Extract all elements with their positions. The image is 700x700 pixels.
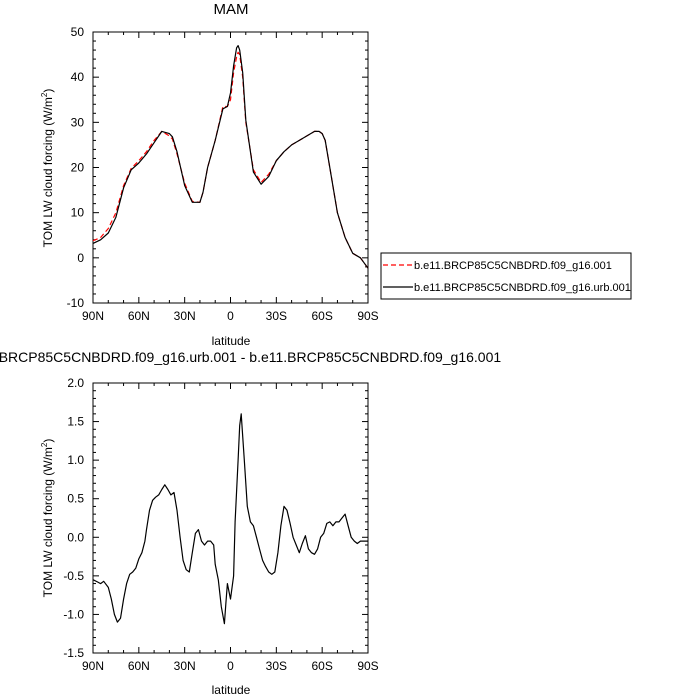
legend: b.e11.BRCP85C5CNBDRD.f09_g16.001 b.e11.B…: [380, 252, 632, 300]
legend-label-control: b.e11.BRCP85C5CNBDRD.f09_g16.001: [414, 260, 612, 272]
top-y-tick-label: -10: [67, 296, 85, 310]
top-y-tick-label: 30: [71, 115, 85, 129]
bottom-x-tick-label: 60S: [311, 659, 332, 673]
bottom-panel: b.e11.BRCP85C5CNBDRD.f09_g16.urb.001 - b…: [0, 349, 501, 697]
bottom-x-tick-label: 0: [227, 659, 234, 673]
top-chart-title: MAM: [214, 1, 249, 18]
top-y-tick-label: 0: [77, 251, 84, 265]
bottom-y-tick-label: 0.5: [67, 492, 84, 506]
top-x-tick-label: 60S: [311, 309, 332, 323]
legend-label-urban: b.e11.BRCP85C5CNBDRD.f09_g16.urb.001: [414, 282, 631, 294]
top-x-tick-label: 90S: [357, 309, 378, 323]
bottom-x-tick-label: 30S: [266, 659, 287, 673]
bottom-series-lines: [92, 413, 368, 625]
bottom-x-tick-label: 90N: [82, 659, 104, 673]
top-series-lines: [92, 44, 369, 269]
bottom-y-tick-label: -0.5: [63, 569, 84, 583]
bottom-y-tick-label: -1.0: [63, 607, 84, 621]
bottom-x-tick-label: 60N: [128, 659, 150, 673]
top-x-tick-label: 30N: [174, 309, 196, 323]
bottom-chart-title: b.e11.BRCP85C5CNBDRD.f09_g16.urb.001 - b…: [0, 349, 501, 365]
top-x-tick-label: 0: [227, 309, 234, 323]
bottom-axis-ticks: 90N 60N 30N 0 30S 60S 90S -1.5 -1.0 -0.5 0.0 0.5 1.0…: [63, 376, 378, 673]
top-series-line-1: [92, 44, 369, 269]
top-panel: MAM 90N 60N 30N 0 30S 60S 90S -10 0 10 20 30 40 50 la…: [40, 1, 632, 348]
top-x-tick-label: 60N: [128, 309, 150, 323]
bottom-y-tick-label: 1.0: [67, 453, 84, 467]
bottom-y-tick-label: 2.0: [67, 376, 84, 390]
bottom-series-line-0: [92, 413, 368, 625]
bottom-x-tick-label: 90S: [357, 659, 378, 673]
top-y-axis-label: TOM LW cloud forcing (W/m2): [40, 89, 55, 248]
top-x-axis-label: latitude: [212, 334, 251, 348]
top-y-tick-label: 10: [71, 206, 85, 220]
bottom-plot-frame: [92, 382, 369, 654]
top-x-tick-label: 90N: [82, 309, 104, 323]
bottom-y-tick-label: 1.5: [67, 415, 84, 429]
bottom-x-axis-label: latitude: [212, 683, 251, 697]
top-y-tick-label: 20: [71, 161, 85, 175]
bottom-x-tick-label: 30N: [174, 659, 196, 673]
bottom-y-axis-label: TOM LW cloud forcing (W/m2): [40, 439, 55, 598]
bottom-y-tick-label: -1.5: [63, 646, 84, 660]
top-y-tick-label: 40: [71, 70, 85, 84]
top-y-tick-label: 50: [71, 25, 85, 39]
top-series-line-0: [92, 51, 369, 269]
bottom-y-tick-label: 0.0: [67, 530, 84, 544]
top-axis-ticks: 90N 60N 30N 0 30S 60S 90S -10 0 10 20 30 40 50: [67, 25, 379, 323]
top-x-tick-label: 30S: [266, 309, 287, 323]
legend-box: [380, 252, 632, 300]
